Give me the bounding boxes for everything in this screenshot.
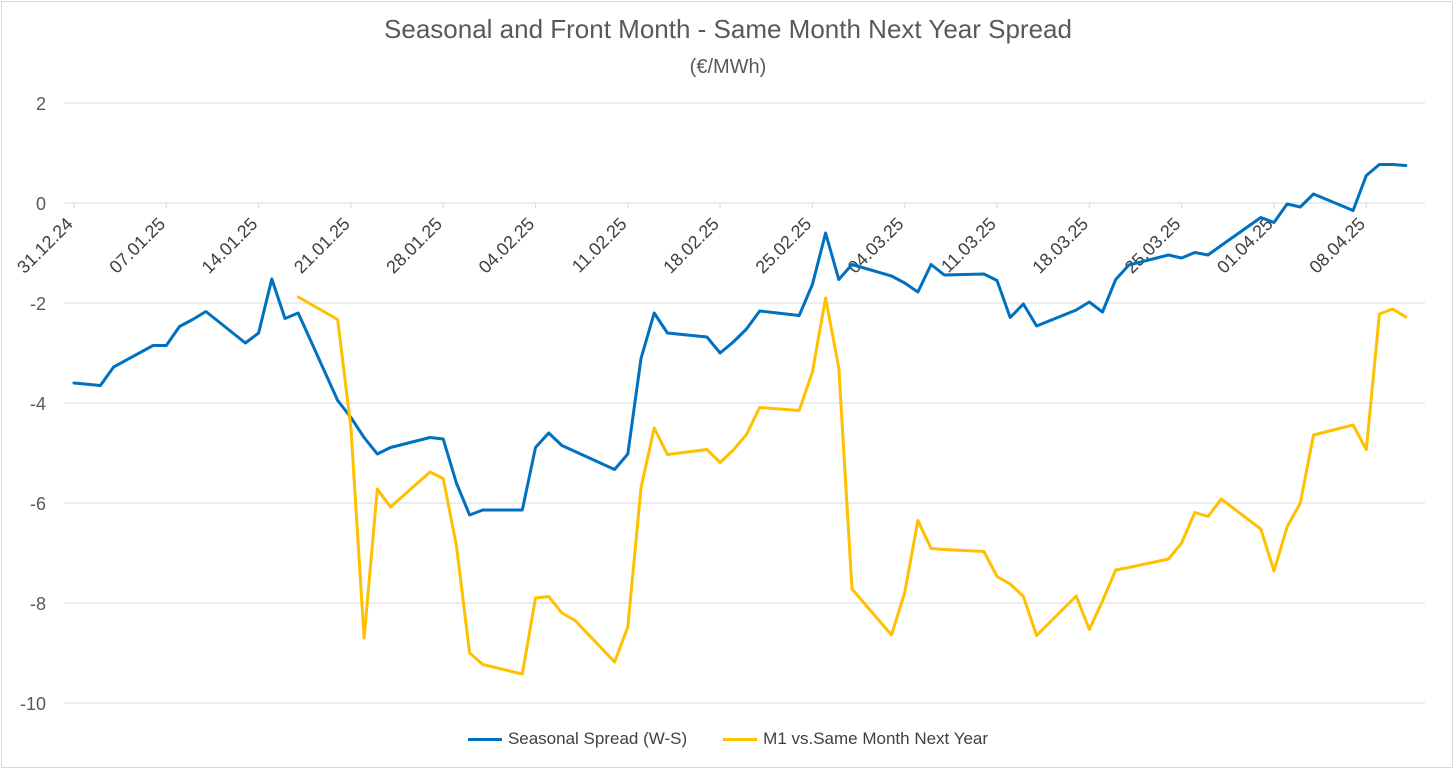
- legend-swatch-m1: [723, 737, 758, 741]
- series-lines: [72, 163, 1408, 676]
- x-tick-label: 18.03.25: [1028, 214, 1092, 278]
- legend: Seasonal Spread (W-S) M1 vs.Same Month N…: [0, 729, 1456, 749]
- x-tick-label: 11.03.25: [937, 214, 1000, 277]
- x-tick-label: 25.02.25: [752, 214, 816, 278]
- y-tick-label: 0: [36, 194, 46, 214]
- x-tick-label: 08.04.25: [1305, 214, 1369, 278]
- legend-item-m1: M1 vs.Same Month Next Year: [723, 729, 988, 749]
- x-tick-label: 11.02.25: [568, 214, 631, 277]
- y-tick-label: -6: [30, 494, 46, 514]
- series-line-m1-spread: [296, 295, 1408, 676]
- chart-subtitle: (€/MWh): [689, 56, 767, 78]
- legend-item-seasonal: Seasonal Spread (W-S): [467, 729, 688, 749]
- series-line-seasonal-spread: [72, 163, 1408, 517]
- x-tick-label: 21.01.25: [290, 214, 354, 278]
- x-tick-label: 25.03.25: [1121, 214, 1185, 278]
- legend-label-seasonal: Seasonal Spread (W-S): [507, 729, 688, 748]
- x-tick-label: 14.01.25: [198, 214, 262, 278]
- x-tick-label: 07.01.25: [105, 214, 169, 278]
- gridlines: [64, 102, 1425, 704]
- x-tick-label: 18.02.25: [659, 214, 723, 278]
- x-tick-label: 04.02.25: [475, 214, 539, 278]
- y-tick-label: -2: [30, 294, 46, 314]
- x-tick-label: 31.12.24: [13, 214, 77, 278]
- chart-title: Seasonal and Front Month - Same Month Ne…: [384, 14, 1072, 44]
- y-tick-label: -4: [30, 394, 46, 414]
- y-tick-label: 2: [36, 94, 46, 114]
- y-tick-label: -8: [30, 594, 46, 614]
- y-tick-label: -10: [20, 694, 46, 714]
- legend-swatch-seasonal: [467, 737, 502, 741]
- x-axis: 31.12.24 07.01.25 14.01.25 21.01.25 28.01.25…: [13, 203, 1369, 277]
- y-axis: 2 0 -2 -4 -6 -8 -10: [20, 94, 46, 714]
- legend-label-m1: M1 vs.Same Month Next Year: [763, 729, 989, 748]
- x-tick-label: 28.01.25: [382, 214, 446, 278]
- x-tick-label: 04.03.25: [844, 214, 908, 278]
